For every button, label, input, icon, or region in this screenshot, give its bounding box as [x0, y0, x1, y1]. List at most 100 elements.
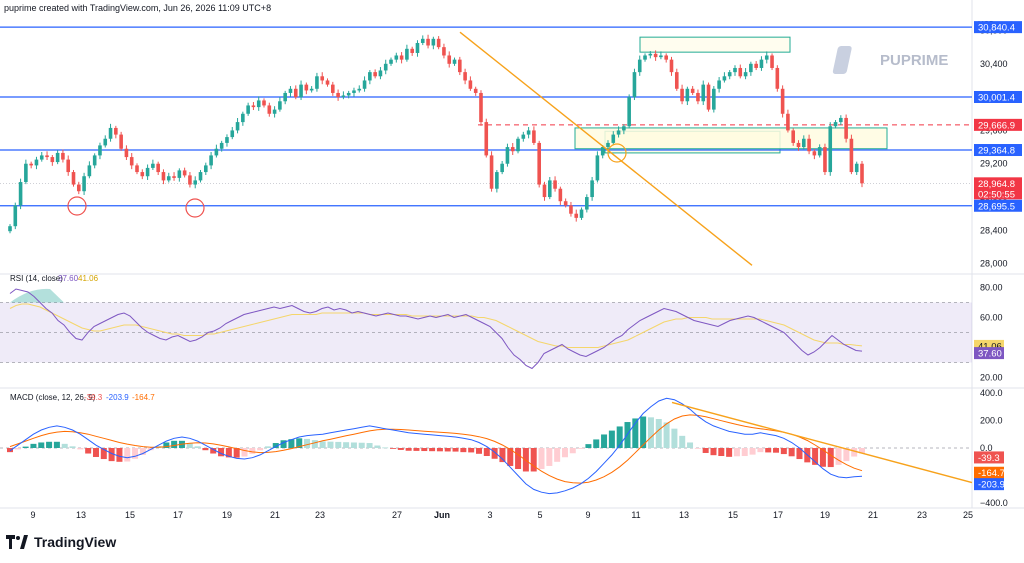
- level-price-label-bg: [974, 144, 1022, 157]
- rsi-ma-value-label: 41.06: [78, 274, 99, 283]
- candle: [283, 92, 287, 102]
- candle: [166, 176, 171, 181]
- x-tick-label: 9: [585, 510, 590, 520]
- macd-histogram-bar: [546, 448, 553, 466]
- x-tick-label: 11: [631, 510, 640, 520]
- macd-histogram-bar: [507, 448, 514, 466]
- macd-trendline: [671, 401, 973, 484]
- rsi-line: [9, 288, 863, 370]
- candle: [288, 88, 293, 93]
- candle: [61, 152, 65, 160]
- candle: [410, 48, 414, 53]
- candle: [844, 117, 848, 139]
- macd-histogram-bar: [569, 448, 576, 454]
- macd-histogram-bar: [288, 439, 295, 448]
- pivot-circle: [67, 196, 87, 216]
- macd-histogram-bar: [835, 448, 842, 465]
- macd-tag: -203.9: [978, 480, 1005, 491]
- candle: [738, 67, 743, 77]
- candle: [76, 184, 81, 192]
- macd-histogram-bar: [601, 434, 608, 448]
- x-tick-label: 23: [315, 510, 325, 520]
- candle: [431, 38, 436, 46]
- rsi-value-label: 37.60: [58, 274, 79, 283]
- last-price-label: 28,964.8: [978, 179, 1015, 190]
- puprime-watermark-text: PUPRIME: [880, 52, 948, 69]
- candle: [637, 59, 642, 73]
- x-tick-label: 9: [30, 510, 35, 520]
- candle: [690, 88, 695, 93]
- candle: [108, 127, 113, 139]
- dashed-level-price-label: 29,666.9: [978, 120, 1015, 131]
- candle: [182, 170, 187, 176]
- candle: [627, 97, 631, 127]
- candle: [399, 55, 404, 60]
- candle: [304, 84, 309, 91]
- candle: [251, 105, 256, 108]
- macd-histogram-bar: [85, 448, 92, 454]
- macd-histogram-bar: [530, 448, 537, 472]
- macd-histogram-bar: [640, 416, 647, 448]
- candle: [55, 152, 60, 163]
- macd-histogram-bar: [561, 448, 568, 458]
- candle: [209, 155, 213, 166]
- candle: [669, 59, 674, 73]
- candle: [786, 113, 790, 131]
- candle: [812, 151, 817, 156]
- macd-tick-label: 0.0: [980, 443, 993, 453]
- candle: [39, 155, 44, 160]
- candle: [219, 142, 224, 149]
- candle: [262, 100, 266, 106]
- macd-histogram-bar: [726, 448, 733, 457]
- macd-histogram-bar: [765, 448, 772, 453]
- macd-histogram-bar: [788, 448, 795, 457]
- candle: [563, 201, 568, 206]
- candle: [516, 138, 520, 152]
- macd-hist-tag: -39.3: [978, 453, 1000, 464]
- level-price-label: 30,001.4: [978, 92, 1015, 103]
- macd-histogram-bar: [280, 440, 287, 448]
- macd-histogram-bar: [757, 448, 764, 453]
- macd-histogram-bar: [350, 442, 357, 448]
- x-tick-label: 19: [222, 510, 232, 520]
- x-tick-label: 17: [773, 510, 783, 520]
- candle: [500, 163, 504, 173]
- candle: [256, 100, 261, 108]
- puprime-watermark: PUPRIME: [832, 46, 948, 74]
- macd-histogram-bar: [22, 446, 29, 448]
- candle: [124, 148, 129, 158]
- tradingview-logo: TradingView: [6, 534, 116, 550]
- candle: [754, 63, 758, 68]
- candle: [648, 53, 653, 56]
- candle: [436, 38, 441, 48]
- price-zone-0: [639, 36, 791, 53]
- candle: [585, 197, 589, 210]
- candle: [389, 59, 393, 64]
- candle: [775, 67, 780, 89]
- macd-tick-label: −400.0: [980, 498, 1008, 508]
- candle: [733, 67, 737, 73]
- candle: [590, 180, 594, 198]
- last-price-label-countdown: 02:50:55: [978, 189, 1015, 200]
- candle: [770, 55, 774, 68]
- candle: [616, 130, 621, 135]
- macd-histogram-bar: [499, 448, 506, 463]
- macd-histogram-bar: [538, 448, 545, 469]
- candle: [71, 172, 76, 185]
- macd-histogram-bar: [718, 448, 725, 457]
- level-price-label: 29,364.8: [978, 146, 1015, 157]
- macd-histogram-bar: [585, 444, 592, 448]
- price-tick-label: 30,400: [980, 59, 1008, 69]
- candle: [447, 55, 452, 64]
- candle: [796, 142, 801, 148]
- candle: [759, 59, 764, 68]
- macd-histogram-bar: [7, 448, 13, 453]
- macd-histogram-bar: [116, 448, 123, 462]
- macd-signal-value-label: -164.7: [132, 393, 155, 402]
- candle: [405, 48, 409, 60]
- macd-histogram-bar: [358, 442, 365, 448]
- candle: [161, 172, 166, 181]
- macd-histogram-bar: [413, 448, 420, 451]
- macd-hist-value-label: -39.3: [84, 393, 103, 402]
- macd-line: [9, 397, 863, 495]
